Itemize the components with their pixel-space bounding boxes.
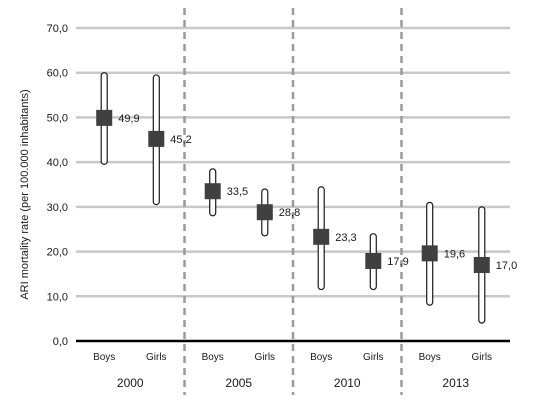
value-markers: [96, 109, 490, 273]
value-marker: [473, 256, 490, 273]
value-marker: [421, 245, 438, 262]
value-marker: [256, 204, 273, 221]
y-axis-ticks: 0,0 10,0 20,0 30,0 40,0 50,0 60,0 70,0: [47, 23, 68, 348]
year-label: 2000: [117, 376, 144, 390]
y-tick-label: 70,0: [47, 23, 68, 35]
y-tick-label: 0,0: [53, 336, 68, 348]
category-label: Girls: [472, 352, 493, 363]
category-label: Boys: [93, 352, 115, 363]
x-axis-years: 2000 2005 2010 2013: [117, 376, 470, 390]
y-axis-label: ARI mortality rate (per 100.000 inhabita…: [19, 89, 31, 299]
value-label: 23,3: [335, 232, 356, 244]
value-label: 33,5: [227, 186, 248, 198]
value-marker: [313, 228, 330, 245]
y-tick-label: 30,0: [47, 202, 68, 214]
value-label: 17,0: [496, 260, 517, 272]
year-label: 2005: [225, 376, 252, 390]
value-marker: [204, 183, 221, 200]
value-marker: [96, 109, 113, 126]
year-label: 2010: [334, 376, 361, 390]
category-label: Boys: [202, 352, 224, 363]
group-separators: [183, 8, 403, 395]
category-label: Boys: [419, 352, 441, 363]
value-label: 49,9: [118, 113, 139, 125]
value-marker: [365, 252, 382, 269]
y-tick-label: 20,0: [47, 247, 68, 259]
value-label: 28,8: [279, 207, 300, 219]
value-labels: 49,9 45,2 33,5 28,8 23,3 17,9 19,6 17,0: [118, 113, 517, 272]
year-label: 2013: [442, 376, 469, 390]
y-tick-label: 10,0: [47, 291, 68, 303]
y-tick-label: 50,0: [47, 112, 68, 124]
category-label: Girls: [146, 352, 167, 363]
value-label: 17,9: [387, 256, 408, 268]
category-label: Girls: [363, 352, 384, 363]
category-label: Girls: [255, 352, 276, 363]
y-tick-label: 60,0: [47, 68, 68, 80]
value-marker: [148, 130, 165, 147]
x-axis-categories: Boys Girls Boys Girls Boys Girls Boys Girls: [93, 352, 492, 363]
value-label: 45,2: [170, 134, 191, 146]
category-label: Boys: [310, 352, 332, 363]
value-label: 19,6: [444, 248, 465, 260]
y-tick-label: 40,0: [47, 157, 68, 169]
